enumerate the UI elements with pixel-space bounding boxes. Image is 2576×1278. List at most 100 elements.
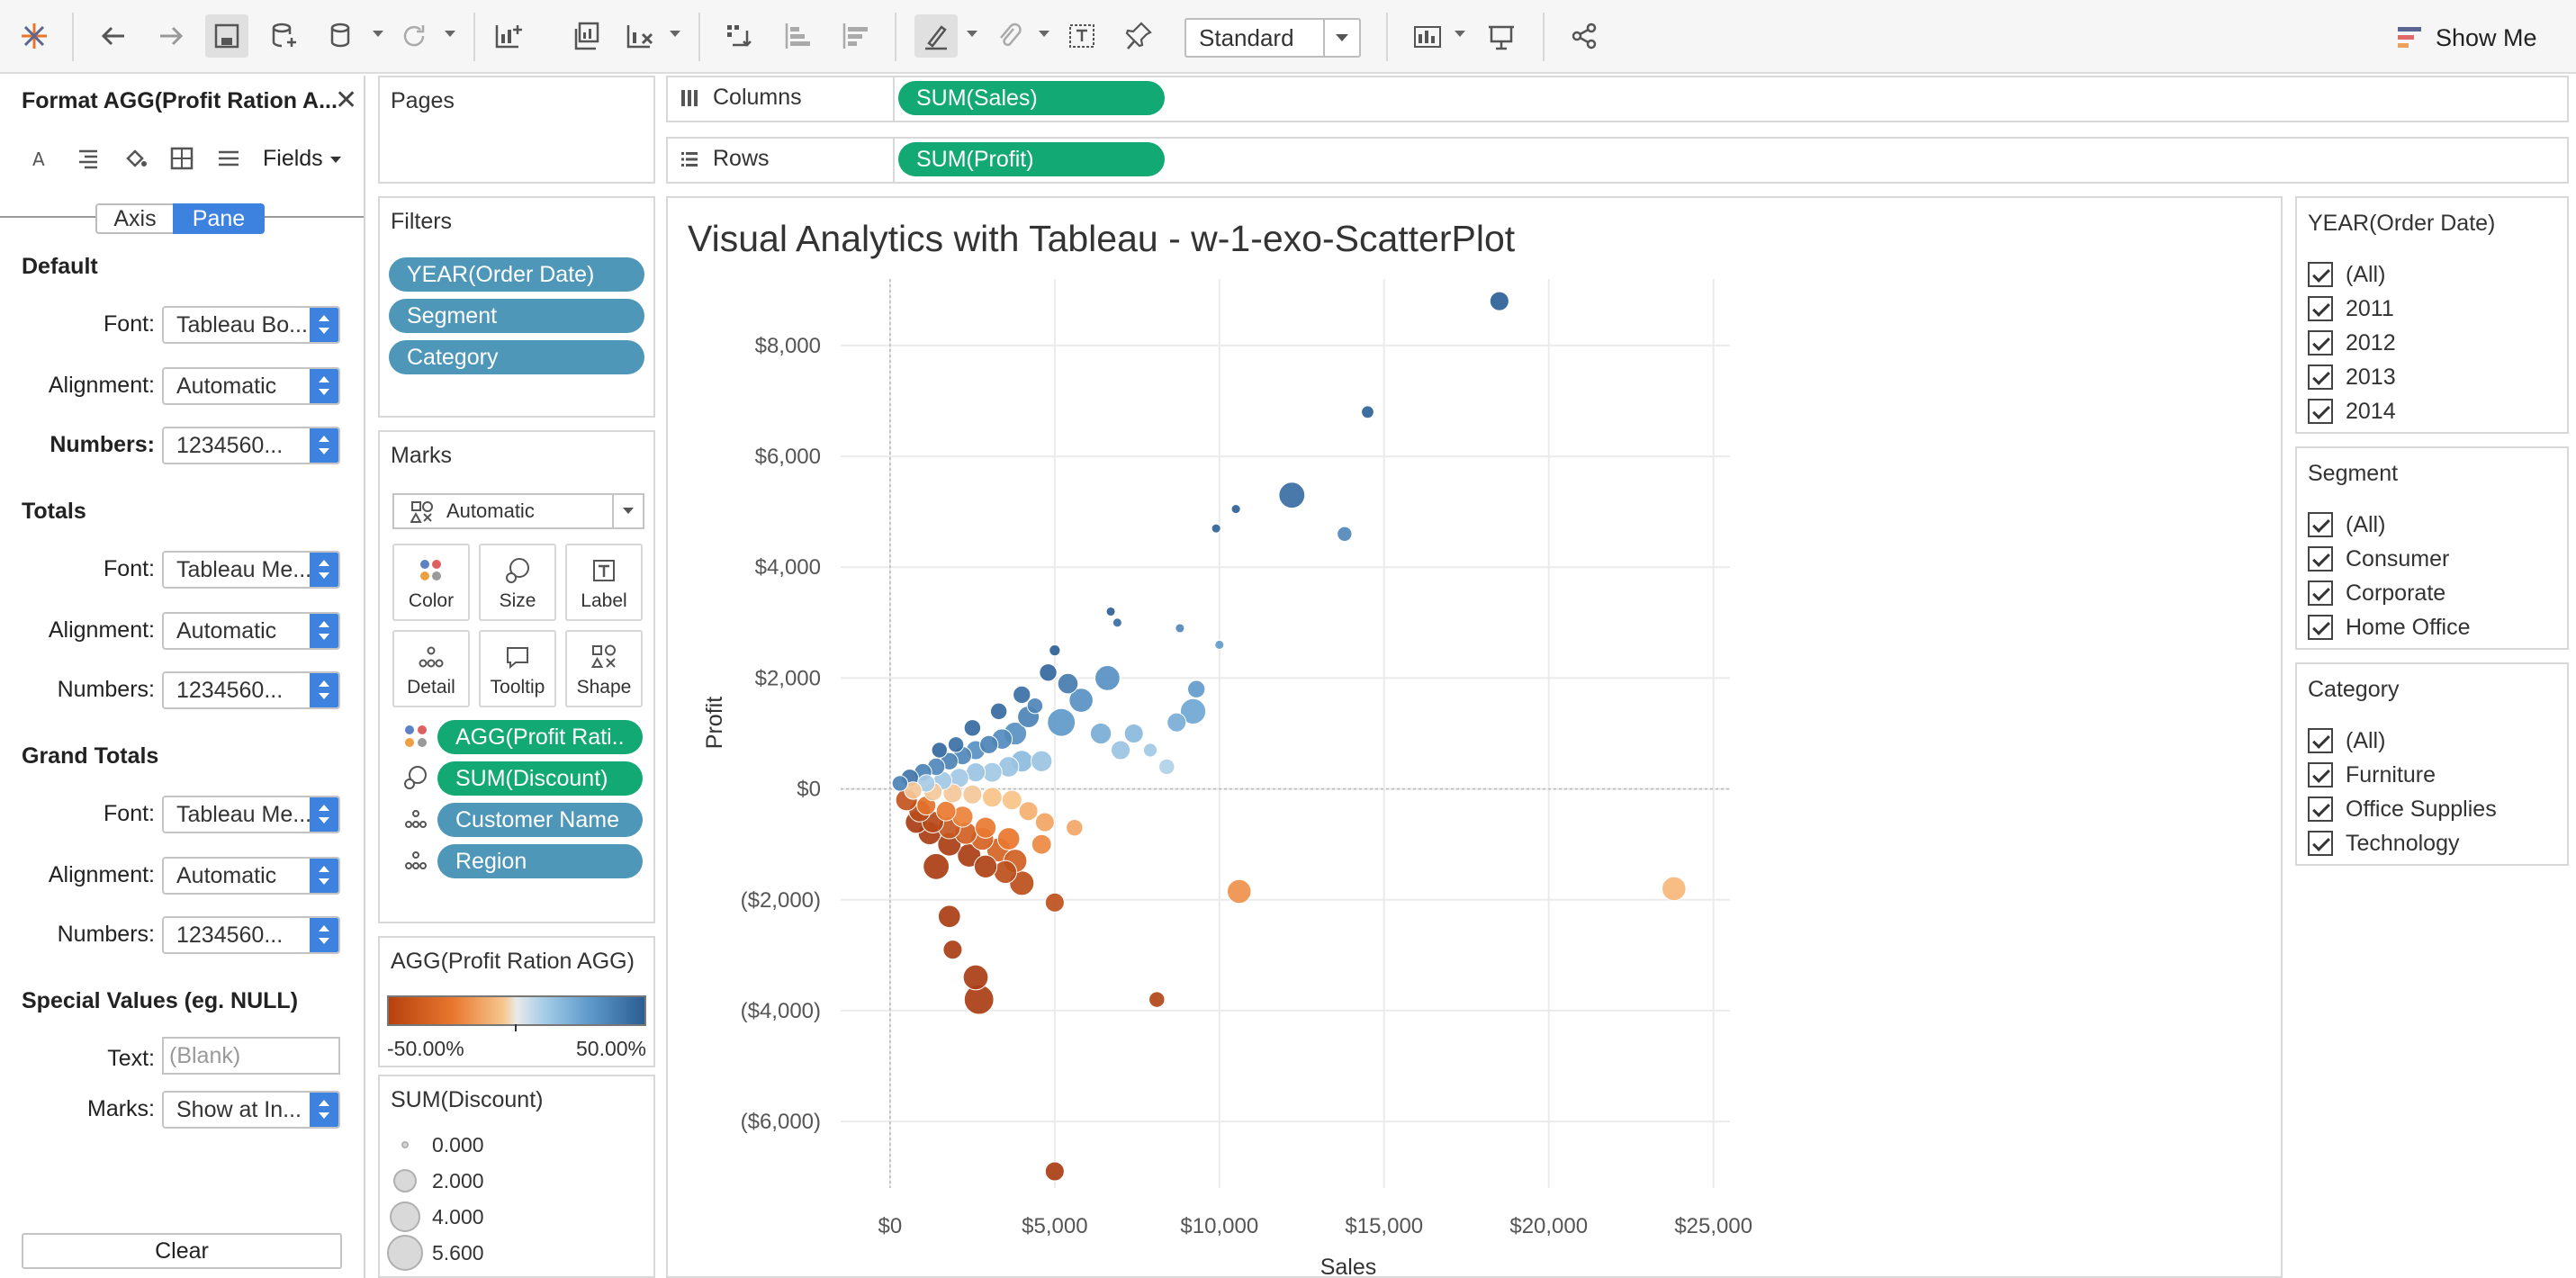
marks-field-region[interactable]: Region bbox=[437, 844, 643, 878]
undo-icon[interactable] bbox=[92, 14, 135, 58]
redo-icon[interactable] bbox=[149, 14, 193, 58]
label-button[interactable]: Label bbox=[565, 544, 643, 621]
color-button[interactable]: Color bbox=[392, 544, 470, 621]
stepper-icon[interactable] bbox=[310, 614, 338, 648]
totals-numbers-select[interactable]: 1234560... bbox=[162, 671, 340, 709]
pages-card[interactable]: Pages bbox=[378, 76, 655, 184]
stepper-icon[interactable] bbox=[310, 428, 338, 463]
category-filter-item[interactable]: Office Supplies bbox=[2308, 794, 2497, 824]
stepper-icon[interactable] bbox=[310, 859, 338, 893]
filter-pill-segment[interactable]: Segment bbox=[389, 299, 644, 333]
color-legend-card[interactable]: AGG(Profit Ration AGG) -50.00% 50.00% bbox=[378, 936, 655, 1067]
default-alignment-select[interactable]: Automatic bbox=[162, 367, 340, 405]
checkbox-checked-icon[interactable] bbox=[2308, 364, 2333, 390]
segment-filter-item[interactable]: (All) bbox=[2308, 509, 2385, 540]
stepper-icon[interactable] bbox=[310, 553, 338, 587]
sort-ascending-icon[interactable] bbox=[776, 14, 819, 58]
year-filter-item[interactable]: (All) bbox=[2308, 259, 2385, 290]
detail-button[interactable]: Detail bbox=[392, 630, 470, 707]
fix-axes-icon[interactable] bbox=[1118, 14, 1161, 58]
borders-format-icon[interactable] bbox=[167, 144, 196, 173]
checkbox-checked-icon[interactable] bbox=[2308, 796, 2333, 822]
rows-pill-profit[interactable]: SUM(Profit) bbox=[898, 142, 1165, 176]
grand-totals-numbers-select[interactable]: 1234560... bbox=[162, 916, 340, 954]
checkbox-checked-icon[interactable] bbox=[2308, 399, 2333, 424]
category-filter-item[interactable]: Technology bbox=[2308, 828, 2459, 859]
pause-data-icon[interactable] bbox=[320, 14, 364, 58]
checkbox-checked-icon[interactable] bbox=[2308, 296, 2333, 321]
group-members-icon[interactable] bbox=[986, 14, 1030, 58]
refresh-icon[interactable] bbox=[392, 14, 436, 58]
marks-field-discount[interactable]: SUM(Discount) bbox=[437, 761, 643, 796]
filter-pill-year[interactable]: YEAR(Order Date) bbox=[389, 257, 644, 292]
category-filter-item[interactable]: (All) bbox=[2308, 725, 2385, 756]
share-icon[interactable] bbox=[1563, 14, 1606, 58]
duplicate-sheet-icon[interactable] bbox=[565, 14, 608, 58]
stepper-icon[interactable] bbox=[310, 918, 338, 952]
chevron-down-icon[interactable] bbox=[612, 495, 643, 527]
columns-pill-sales[interactable]: SUM(Sales) bbox=[898, 81, 1165, 115]
clear-sheet-icon[interactable] bbox=[617, 14, 661, 58]
fields-dropdown[interactable]: Fields bbox=[263, 146, 341, 172]
shape-button[interactable]: Shape bbox=[565, 630, 643, 707]
checkbox-checked-icon[interactable] bbox=[2308, 762, 2333, 788]
tab-axis[interactable]: Axis bbox=[95, 203, 175, 234]
stepper-icon[interactable] bbox=[310, 797, 338, 832]
tab-pane[interactable]: Pane bbox=[173, 203, 265, 234]
presentation-mode-icon[interactable] bbox=[1480, 14, 1523, 58]
segment-filter-item[interactable]: Home Office bbox=[2308, 612, 2470, 643]
pause-data-dropdown[interactable] bbox=[373, 31, 383, 37]
checkbox-checked-icon[interactable] bbox=[2308, 330, 2333, 356]
segment-filter-item[interactable]: Consumer bbox=[2308, 544, 2449, 574]
totals-font-select[interactable]: Tableau Me... bbox=[162, 551, 340, 589]
show-cards-dropdown[interactable] bbox=[1455, 31, 1465, 37]
refresh-dropdown[interactable] bbox=[445, 31, 455, 37]
highlight-dropdown[interactable] bbox=[967, 31, 977, 37]
mark-type-select[interactable]: Automatic bbox=[392, 493, 644, 529]
default-numbers-select[interactable]: 1234560... bbox=[162, 427, 340, 464]
tooltip-button[interactable]: Tooltip bbox=[479, 630, 556, 707]
shading-format-icon[interactable] bbox=[121, 144, 149, 173]
new-data-source-icon[interactable] bbox=[263, 14, 306, 58]
checkbox-checked-icon[interactable] bbox=[2308, 615, 2333, 640]
save-icon[interactable] bbox=[205, 14, 248, 58]
segment-filter-item[interactable]: Corporate bbox=[2308, 578, 2445, 608]
show-cards-icon[interactable] bbox=[1406, 14, 1449, 58]
grand-totals-font-select[interactable]: Tableau Me... bbox=[162, 796, 340, 833]
close-icon[interactable]: ✕ bbox=[335, 86, 358, 115]
checkbox-checked-icon[interactable] bbox=[2308, 580, 2333, 606]
checkbox-checked-icon[interactable] bbox=[2308, 262, 2333, 287]
stepper-icon[interactable] bbox=[310, 673, 338, 707]
stepper-icon[interactable] bbox=[310, 308, 338, 342]
filter-pill-category[interactable]: Category bbox=[389, 340, 644, 374]
highlight-icon[interactable] bbox=[914, 14, 958, 58]
columns-shelf[interactable]: Columns SUM(Sales) bbox=[666, 76, 2569, 122]
clear-button[interactable]: Clear bbox=[22, 1233, 342, 1269]
tableau-logo-icon[interactable] bbox=[13, 14, 56, 58]
marks-field-customer-name[interactable]: Customer Name bbox=[437, 803, 643, 837]
grand-totals-alignment-select[interactable]: Automatic bbox=[162, 857, 340, 895]
special-marks-select[interactable]: Show at In... bbox=[162, 1091, 340, 1129]
clear-sheet-dropdown[interactable] bbox=[670, 31, 680, 37]
scatter-plot[interactable]: $0 $5,000 $10,000 $15,000 $20,000 $25,000 ($6,… bbox=[668, 198, 2281, 1276]
alignment-format-icon[interactable] bbox=[74, 144, 103, 173]
year-filter-item[interactable]: 2014 bbox=[2308, 396, 2396, 427]
show-me-button[interactable]: Show Me bbox=[2398, 20, 2537, 56]
sort-descending-icon[interactable] bbox=[833, 14, 877, 58]
size-button[interactable]: Size bbox=[479, 544, 556, 621]
checkbox-checked-icon[interactable] bbox=[2308, 831, 2333, 856]
new-worksheet-icon[interactable] bbox=[486, 14, 529, 58]
year-filter-item[interactable]: 2011 bbox=[2308, 293, 2394, 324]
group-dropdown[interactable] bbox=[1039, 31, 1049, 37]
checkbox-checked-icon[interactable] bbox=[2308, 512, 2333, 537]
category-filter-item[interactable]: Furniture bbox=[2308, 760, 2436, 790]
filters-card[interactable]: Filters YEAR(Order Date) Segment Categor… bbox=[378, 196, 655, 418]
checkbox-checked-icon[interactable] bbox=[2308, 546, 2333, 572]
year-filter-item[interactable]: 2013 bbox=[2308, 362, 2396, 392]
year-filter-item[interactable]: 2012 bbox=[2308, 328, 2396, 358]
special-text-input[interactable]: (Blank) bbox=[162, 1037, 340, 1075]
swap-rows-columns-icon[interactable] bbox=[716, 14, 760, 58]
size-legend-card[interactable]: SUM(Discount) 0.000 2.000 4.000 5.600 bbox=[378, 1075, 655, 1278]
stepper-icon[interactable] bbox=[310, 369, 338, 403]
marks-field-profit-ratio[interactable]: AGG(Profit Rati.. bbox=[437, 720, 643, 754]
